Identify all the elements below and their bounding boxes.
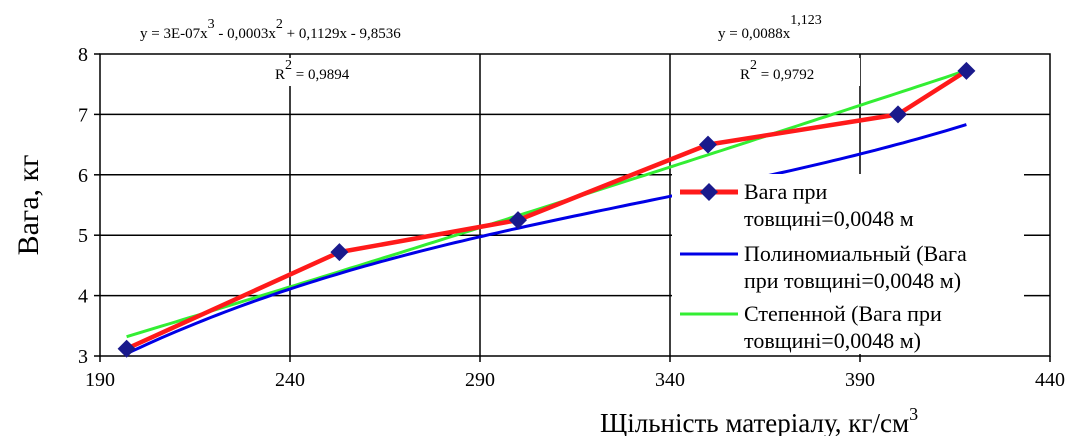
x-tick-label: 390 [845, 369, 875, 391]
y-axis-label: Вага, кг [12, 155, 45, 256]
x-tick-label: 290 [465, 369, 495, 391]
legend-item-data: Вага при товщині=0,0048 м [680, 179, 914, 231]
x-axis-label: Щільність матеріалу, кг/см3 [600, 404, 918, 436]
data-point-marker [509, 211, 527, 230]
legend-item-poly: Полиномиальный (Вага при товщині=0,0048 … [680, 241, 967, 293]
data-point-marker [957, 61, 976, 80]
legend: Вага при товщині=0,0048 м Полиномиальный… [672, 174, 1024, 354]
data-point-marker [889, 105, 907, 124]
data-point-marker [330, 243, 349, 262]
y-tick-label: 7 [78, 104, 88, 126]
legend-label-power-line1: Степенной (Вага при [744, 301, 942, 326]
power-equation: y = 0,0088x1,123 [718, 13, 822, 42]
power-r2: R2 = 0,9792 [740, 58, 814, 83]
data-point-marker [699, 135, 717, 154]
legend-label-poly-line1: Полиномиальный (Вага [744, 241, 967, 266]
legend-label-data-line1: Вага при [744, 179, 828, 204]
legend-marker-data [700, 183, 718, 201]
y-tick-label: 4 [78, 286, 88, 308]
series-polynomial-trendline [125, 123, 967, 356]
y-tick-label: 6 [78, 165, 88, 187]
x-tick-label: 190 [85, 369, 115, 391]
x-tick-label: 340 [655, 369, 685, 391]
poly-r2: R2 = 0,9894 [275, 58, 350, 83]
legend-label-power-line2: товщині=0,0048 м) [744, 328, 921, 353]
legend-box [672, 174, 1024, 354]
data-point-marker [117, 339, 136, 358]
legend-label-poly-line2: при товщині=0,0048 м) [744, 268, 961, 293]
power-r2-box [730, 58, 860, 86]
series-layer [117, 61, 976, 358]
x-tick-labels: 190 240 290 340 390 440 [85, 356, 1065, 391]
x-tick-label: 240 [275, 369, 305, 391]
x-tick-label: 440 [1035, 369, 1065, 391]
y-tick-label: 8 [78, 44, 88, 66]
y-tick-label: 3 [78, 346, 88, 368]
legend-item-power: Степенной (Вага при товщині=0,0048 м) [680, 301, 942, 353]
series-data-line [125, 69, 968, 351]
y-tick-label: 5 [78, 225, 88, 247]
y-tick-labels: 3 4 5 6 7 8 [78, 44, 100, 368]
poly-equation: y = 3E-07x3 - 0,0003x2 + 0,1129x - 9,853… [140, 17, 401, 42]
poly-r2-box [265, 58, 395, 86]
legend-label-data-line2: товщині=0,0048 м [744, 206, 914, 231]
